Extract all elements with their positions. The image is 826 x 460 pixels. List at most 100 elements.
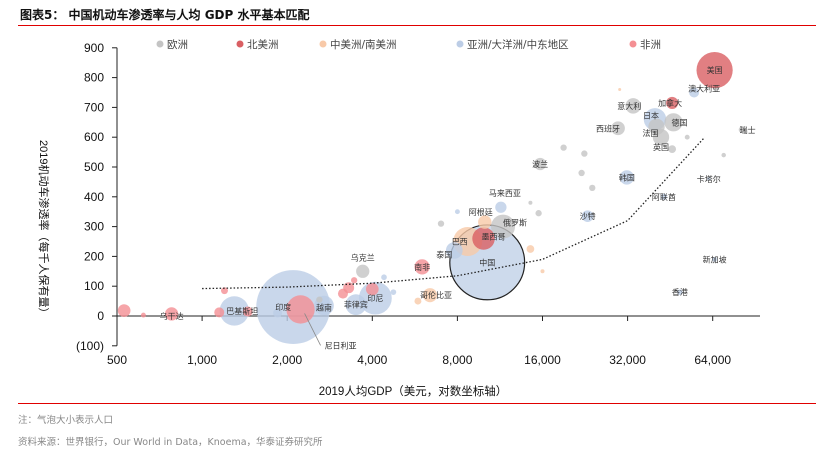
bubble-label: 瑞士: [740, 125, 756, 135]
bubble-label: 俄罗斯: [503, 218, 527, 228]
x-tick-label: 500: [107, 353, 127, 367]
legend-label: 中美洲/南美洲: [330, 38, 397, 51]
bubble-label: 波兰: [532, 159, 548, 169]
bubble: [337, 288, 348, 299]
trendline-path: [202, 136, 706, 290]
y-tick-label: 300: [84, 220, 104, 234]
bubble-31: [286, 295, 315, 324]
bubble: [221, 287, 228, 295]
y-axis: 900 800 700 600 500 400 300 200 100 0 (100): [76, 41, 118, 353]
bubble-label: 乌干达: [160, 311, 184, 321]
bubble: [350, 277, 358, 284]
leader-line: [304, 313, 321, 346]
y-tick-label: 0: [97, 309, 104, 323]
bubble-33: [164, 307, 179, 321]
bubble: [365, 282, 379, 296]
y-tick-label: 600: [84, 130, 104, 144]
bubble: [578, 169, 585, 177]
bubble-3: [625, 98, 641, 114]
bubble: [581, 150, 588, 157]
bubble-17: [495, 201, 507, 213]
bubble-label: 墨西哥: [482, 233, 506, 242]
y-tick-label: 400: [84, 190, 104, 204]
bubble: [390, 289, 397, 295]
y-tick-label: 900: [84, 41, 104, 55]
bubble-20: [472, 227, 495, 250]
bubble: [528, 200, 533, 205]
x-tick-label: 4,000: [357, 353, 387, 367]
bubble-label: 英国: [653, 142, 669, 152]
bubble-label: 阿联酋: [652, 192, 676, 202]
figure-title: 图表5： 中国机动车渗透率与人均 GDP 水平基本匹配: [20, 8, 310, 22]
bubble-8: [611, 121, 625, 136]
y-tick-label: (100): [76, 339, 104, 353]
bubble-11: [660, 193, 668, 200]
bubble-label: 意大利: [617, 101, 641, 111]
bubble-7: [652, 129, 670, 146]
legend-label: 北美洲: [247, 38, 279, 51]
bubble-2: [666, 96, 679, 110]
bubble-label: 香港: [672, 287, 688, 297]
footer-divider: [18, 403, 816, 404]
legend-label: 欧洲: [167, 39, 188, 51]
bubble: [381, 274, 387, 281]
legend-marker-icon: [156, 40, 164, 48]
source-note: 资料来源：世界银行，Our World in Data，Knoema，华泰证券研…: [18, 437, 323, 448]
bubble: [589, 184, 596, 192]
bubble: [140, 312, 146, 318]
x-tick-label: 8,000: [442, 353, 472, 367]
bubble-label: 美国: [707, 65, 723, 75]
y-tick-label: 500: [84, 160, 104, 174]
bubble-26: [356, 264, 370, 278]
bubble-19: [478, 215, 492, 229]
bubble-14: [619, 170, 635, 185]
x-axis-title: 2019人均GDP（美元，对数坐标轴）: [319, 384, 508, 398]
bubble-label: 印度: [275, 302, 291, 312]
bubble-label: 阿根廷: [469, 207, 493, 217]
bubble-label: 中国: [479, 257, 495, 267]
bubble: [540, 269, 545, 274]
y-tick-label: 100: [84, 279, 104, 293]
y-axis-title: 2019机动车渗透率（每千人保有量）: [37, 140, 51, 318]
bubble-label: 印尼: [367, 294, 383, 303]
bubble-10: [707, 177, 711, 181]
bubble: [117, 304, 131, 317]
legend-label: 非洲: [640, 39, 661, 51]
bubble-18: [491, 214, 516, 239]
trendline: [202, 136, 706, 290]
bubble-label: 哥伦比亚: [420, 290, 452, 300]
x-tick-label: 32,000: [609, 353, 646, 367]
bubble-1: [689, 87, 700, 98]
bubble-label: 南非: [414, 262, 430, 272]
bubble-label: 乌克兰: [351, 252, 375, 262]
bubble-label: 越南: [316, 303, 332, 313]
bubble-label: 泰国: [436, 249, 452, 259]
bubble-22: [445, 242, 463, 259]
legend-marker-icon: [629, 40, 637, 48]
bubble-12: [712, 256, 717, 262]
bubble-25: [422, 288, 438, 303]
bubble: [273, 308, 283, 318]
legend-marker-icon: [456, 40, 464, 48]
legend-marker-icon: [236, 40, 244, 48]
bubble-13: [677, 289, 683, 295]
x-axis: 500 1,000 2,000 4,000 8,000 16,000 32,000 64,00…: [107, 315, 760, 367]
bubble-label: 日本: [643, 110, 659, 120]
legend: 欧洲 北美洲 中美洲/南美洲 亚洲/大洋洲/中东地区 非洲: [156, 38, 661, 51]
bubble: [437, 220, 445, 227]
bubble-16: [534, 157, 547, 171]
bubble-15: [581, 210, 594, 223]
bubble-label: 加拿大: [658, 98, 682, 108]
bubble-label: 韩国: [619, 172, 635, 182]
bubble: [316, 296, 323, 303]
bubble-label: 巴基斯坦: [226, 306, 258, 316]
bubble: [721, 152, 726, 158]
legend-label: 亚洲/大洋洲/中东地区: [467, 38, 569, 51]
bubble-5: [664, 113, 683, 132]
bubble-28: [345, 294, 367, 316]
bubble-label: 沙特: [580, 211, 596, 221]
bubble-label: 尼日利亚: [325, 340, 357, 350]
bubble-label: 德国: [671, 117, 687, 127]
bubble: [526, 245, 535, 253]
